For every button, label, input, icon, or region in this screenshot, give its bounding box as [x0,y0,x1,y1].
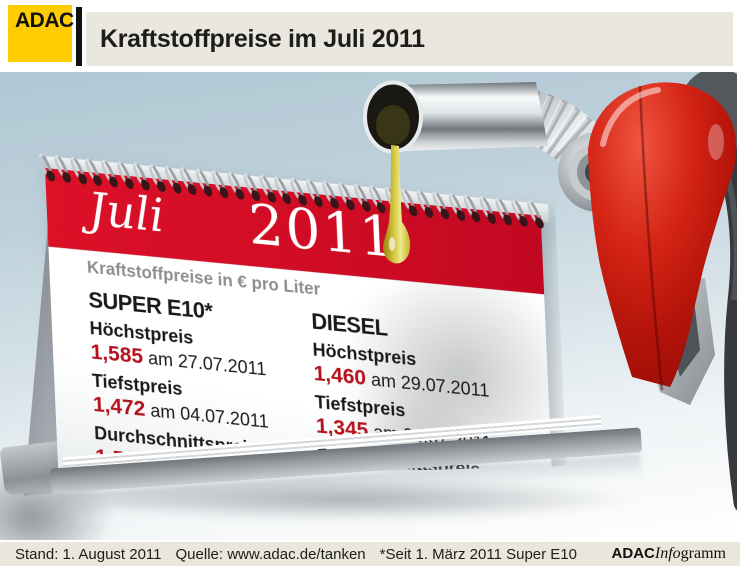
adac-infogramm-brand: ADACInfogramm [612,545,726,563]
brand-gramm: gramm [680,545,726,562]
footer-note: *Seit 1. März 2011 Super E10 [379,545,577,563]
illustration-scene: Juli 2011 Kraftstoffpreise in € pro Lite… [0,72,737,540]
nozzle-body-seam [638,85,664,391]
fuel-drop [383,145,411,264]
adac-logo-text: ADAC [15,9,74,32]
fuel-drop-highlight [389,237,395,251]
nozzle-body-highlight [600,87,661,147]
footer-quelle: Quelle: www.adac.de/tanken [175,545,366,563]
page-title: Kraftstoffpreise im Juli 2011 [100,24,425,53]
fuel-nozzle-illustration [363,72,737,511]
spout-tube [397,82,548,151]
brand-info: Info [654,545,681,562]
title-bar: Kraftstoffpreise im Juli 2011 [86,12,733,66]
footer-bar: Stand: 1. August 2011 Quelle: www.adac.d… [0,542,740,566]
nozzle-body-glint [708,124,724,160]
brand-adac: ADAC [611,545,655,562]
header-divider [76,7,82,66]
spiral-coil [36,152,55,179]
low-price-value: 1,472 [92,392,146,421]
footer-source-line: Stand: 1. August 2011 Quelle: www.adac.d… [15,546,591,563]
footer-stand: Stand: 1. August 2011 [15,545,162,563]
spout-opening-fuel [376,105,410,145]
adac-logo: ADAC [8,5,74,62]
high-price-value: 1,585 [90,340,144,369]
nozzle-body [588,82,737,387]
